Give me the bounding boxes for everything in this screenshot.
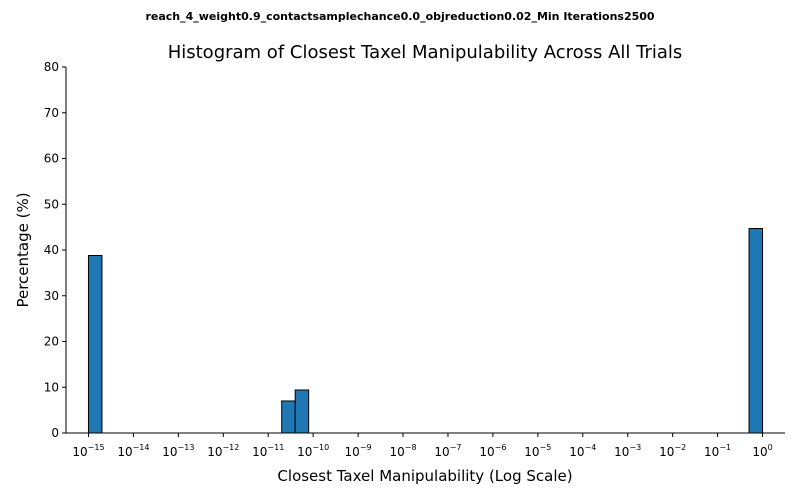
- histogram-bar: [87, 254, 103, 434]
- x-tick-label: 10−10: [297, 443, 329, 459]
- y-tick-label: 0: [51, 426, 59, 440]
- x-tick-label: 10−3: [614, 443, 641, 459]
- x-tick-label: 10−13: [162, 443, 194, 459]
- x-tick-label: 10−12: [207, 443, 239, 459]
- x-tick-label: 10−5: [524, 443, 551, 459]
- y-tick-label: 50: [44, 197, 59, 211]
- histogram-bar: [748, 227, 764, 434]
- x-tick-label: 10−7: [434, 443, 461, 459]
- x-tick-label: 10−1: [704, 443, 731, 459]
- histogram-bar: [281, 400, 296, 434]
- x-tick-label: 10−15: [72, 443, 104, 459]
- y-tick-label: 60: [44, 152, 59, 166]
- x-tick-label: 10−8: [389, 443, 416, 459]
- y-tick-label: 40: [44, 243, 59, 257]
- y-axis-label: Percentage (%): [14, 192, 32, 307]
- x-tick-label: 10−6: [479, 443, 506, 459]
- x-tick-label: 10−14: [117, 443, 149, 459]
- x-tick-label: 100: [752, 443, 772, 459]
- x-tick-label: 10−4: [569, 443, 596, 459]
- x-ticks-group: 10−15 10−14 10−13 10−12 10−11 10−10 10−9 10−8 10…: [72, 433, 773, 459]
- y-tick-label: 10: [44, 380, 59, 394]
- y-ticks-group: 0 10 20 30 40 50 60 70 80: [44, 60, 66, 440]
- y-tick-label: 80: [44, 60, 59, 74]
- x-tick-label: 10−11: [252, 443, 284, 459]
- histogram-bar: [294, 389, 310, 434]
- y-tick-label: 20: [44, 335, 59, 349]
- y-tick-label: 70: [44, 106, 59, 120]
- suptitle: reach_4_weight0.9_contactsamplechance0.0…: [145, 10, 654, 23]
- x-axis-label: Closest Taxel Manipulability (Log Scale): [277, 467, 572, 485]
- x-tick-label: 10−9: [345, 443, 372, 459]
- y-tick-label: 30: [44, 289, 59, 303]
- chart-title: Histogram of Closest Taxel Manipulabilit…: [168, 42, 683, 63]
- x-tick-label: 10−2: [659, 443, 686, 459]
- bars-group: [87, 227, 764, 434]
